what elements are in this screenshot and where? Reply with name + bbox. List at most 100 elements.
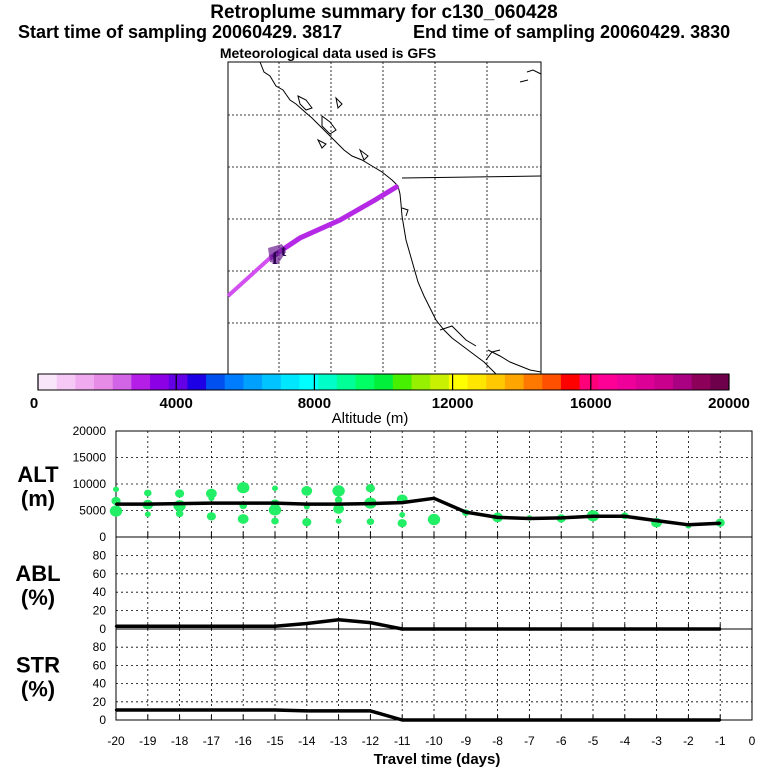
x-tick-label: -17 — [203, 734, 221, 748]
colorbar-swatch — [224, 374, 244, 390]
series-point — [719, 522, 722, 525]
map-grid — [228, 62, 541, 374]
series-point — [528, 718, 531, 722]
y-tick-label: 80 — [93, 548, 107, 562]
series-point — [242, 501, 245, 505]
y-tick-label: 5000 — [79, 504, 106, 518]
colorbar-tick-label: 4000 — [160, 395, 193, 412]
y-axis-label: STR — [16, 653, 60, 678]
series-point — [655, 718, 658, 722]
plume-trajectory — [268, 183, 400, 261]
series-point — [432, 718, 436, 722]
colorbar-swatch — [187, 374, 207, 390]
x-tick-label: -4 — [619, 734, 630, 748]
x-tick-label: -9 — [460, 734, 471, 748]
series-point — [655, 519, 658, 522]
y-axis-label: ABL — [15, 561, 60, 586]
x-tick-label: 0 — [749, 734, 756, 748]
y-tick-label: 20 — [93, 604, 107, 618]
series-point — [273, 501, 277, 505]
colorbar-swatch — [280, 374, 300, 390]
series-point — [560, 516, 563, 520]
svg-text:t: t — [281, 243, 287, 260]
colorbar-swatch — [579, 374, 599, 390]
y-tick-label: 20 — [93, 695, 107, 709]
colorbar-swatch — [523, 374, 543, 390]
colorbar-swatch — [374, 374, 394, 390]
series-point — [114, 708, 118, 712]
colorbar-swatch — [75, 374, 95, 390]
map-panel: f t — [226, 61, 542, 375]
panel-abl: 0 20 40 60 80 ABL(%) — [15, 536, 753, 636]
x-axis-label: Travel time (days) — [374, 751, 501, 768]
colorbar-tick-labels: 0 4000 8000 12000 16000 20000 — [30, 395, 750, 412]
x-tick-label: -2 — [683, 734, 694, 748]
colorbar-swatch — [672, 374, 693, 390]
x-tick-label: -20 — [107, 734, 125, 748]
series-point — [401, 718, 404, 722]
series-point — [464, 718, 467, 722]
scatter-point — [302, 518, 312, 527]
x-tick-label: -15 — [266, 734, 284, 748]
svg-text:f: f — [272, 248, 279, 268]
chart-title: Retroplume summary for c130_060428 — [210, 2, 558, 23]
series-point — [496, 718, 499, 722]
y-tick-label: 0 — [99, 713, 106, 727]
scatter-point — [334, 496, 343, 504]
colorbar-swatch — [392, 374, 413, 390]
series-point — [432, 497, 436, 500]
x-tick-labels: -20 -19 -18 -17 -16 -15 -14 -13 -12 -11 -10 -9 -8 -7-… — [107, 734, 755, 748]
colorbar-swatch — [654, 374, 674, 390]
x-tick-label: -1 — [715, 734, 726, 748]
series-point — [273, 625, 277, 628]
colorbar-swatch — [150, 374, 170, 390]
y-axis-unit: (%) — [21, 677, 55, 702]
scatter-point — [175, 510, 184, 518]
y-tick-label: 60 — [93, 658, 107, 672]
colorbar-swatch — [56, 374, 76, 390]
x-tick-label: -19 — [139, 734, 157, 748]
series-point — [305, 502, 308, 506]
series-point — [591, 515, 595, 518]
scatter-point — [427, 513, 441, 526]
y-tick-label: 60 — [93, 567, 107, 581]
series-point — [146, 502, 149, 506]
series-point — [369, 621, 372, 624]
series-point — [178, 708, 181, 712]
series-point — [401, 501, 404, 504]
scatter-point — [271, 517, 279, 525]
series-point — [178, 625, 181, 628]
colorbar-swatch — [448, 374, 469, 390]
x-tick-label: -18 — [171, 734, 189, 748]
x-tick-label: -3 — [651, 734, 662, 748]
series-point — [273, 708, 277, 712]
y-tick-label: 10000 — [73, 477, 107, 491]
x-tick-label: -5 — [588, 734, 599, 748]
series-point — [528, 517, 531, 520]
scatter-point — [397, 519, 407, 528]
scatter-point — [399, 512, 406, 518]
time-series-panels: 05000100001500020000ALT(m)020406080ABL(%… — [15, 424, 755, 748]
map-frame — [227, 61, 542, 375]
colorbar-swatch — [112, 374, 132, 390]
colorbar-label: Altitude (m) — [332, 410, 409, 427]
scatter-point — [208, 495, 215, 502]
colorbar-swatch — [206, 374, 226, 390]
scatter-point — [301, 486, 313, 496]
series-point — [305, 622, 308, 625]
series-point — [560, 718, 563, 722]
scatter-point — [109, 505, 123, 517]
series-point — [178, 502, 181, 505]
colorbar-swatch — [542, 374, 562, 390]
colorbar-swatch — [336, 374, 356, 390]
series-point — [210, 708, 213, 712]
start-time-label: Start time of sampling 20060429. 3817 — [18, 22, 343, 42]
colorbar-swatch — [318, 374, 338, 390]
series-point — [337, 502, 340, 506]
colorbar-tick-label: 8000 — [298, 395, 331, 412]
series-point — [305, 709, 308, 713]
y-axis-label: ALT — [17, 462, 59, 487]
series-point — [623, 718, 626, 722]
colorbar-swatch — [486, 374, 506, 390]
